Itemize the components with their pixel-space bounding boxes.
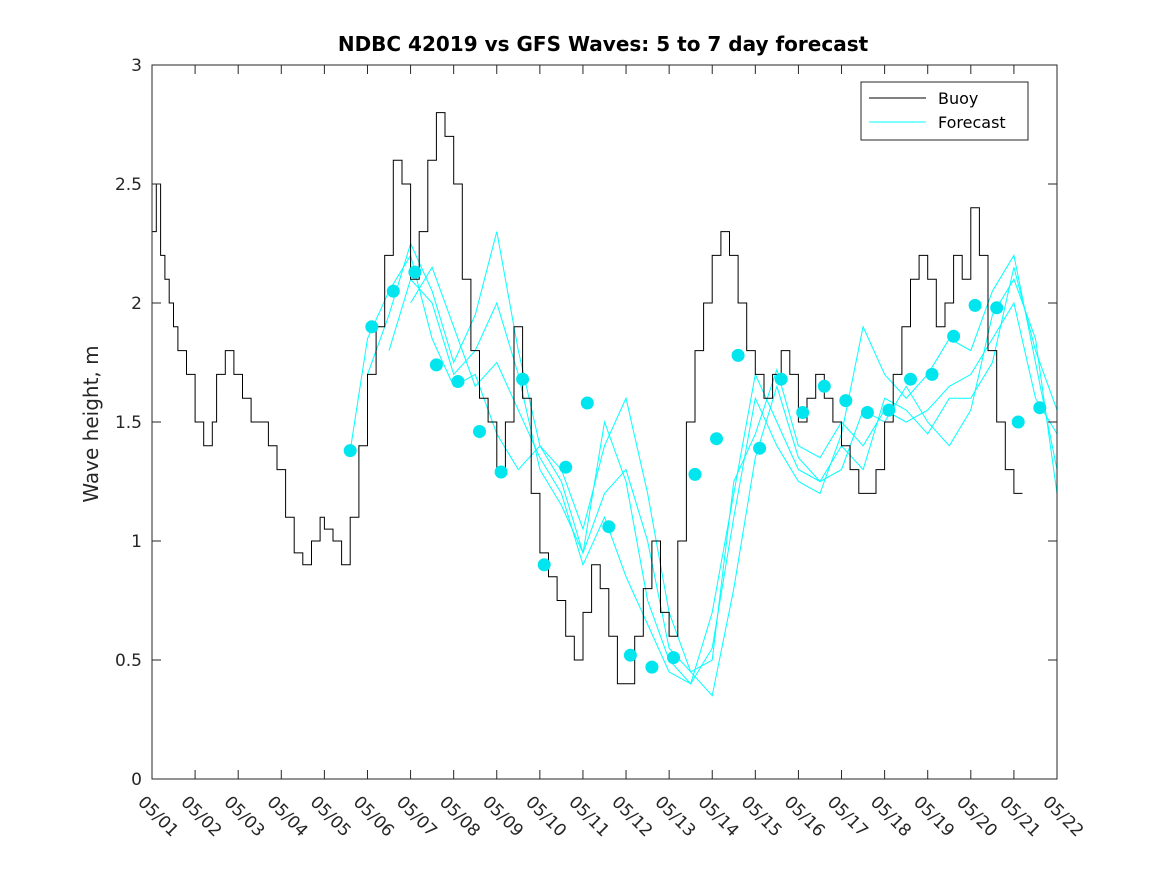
forecast-marker <box>494 465 508 479</box>
y-axis-label: Wave height, m <box>79 345 103 502</box>
forecast-marker <box>774 372 788 386</box>
forecast-marker <box>688 467 702 481</box>
forecast-marker <box>925 367 939 381</box>
plot-area <box>152 112 1058 697</box>
y-tick-label: 2.5 <box>115 175 142 195</box>
x-tick-label: 05/15 <box>737 792 786 841</box>
x-tick-label: 05/22 <box>1038 792 1087 841</box>
forecast-marker <box>839 394 853 408</box>
x-tick-label: 05/13 <box>651 792 700 841</box>
forecast-marker <box>860 406 874 419</box>
y-tick-label: 0 <box>131 770 142 790</box>
x-tick-label: 05/03 <box>220 792 269 841</box>
x-tick-label: 05/20 <box>952 792 1001 841</box>
x-tick-label: 05/07 <box>392 792 441 841</box>
chart-title: NDBC 42019 vs GFS Waves: 5 to 7 day fore… <box>338 32 869 56</box>
forecast-marker <box>580 396 594 410</box>
x-tick-label: 05/08 <box>435 792 484 841</box>
x-tick-label: 05/11 <box>564 792 613 841</box>
x-tick-label: 05/17 <box>823 792 872 841</box>
y-tick-label: 2 <box>131 294 142 314</box>
forecast-marker <box>602 520 616 534</box>
x-tick-label: 05/12 <box>608 792 657 841</box>
forecast-marker <box>1011 415 1025 429</box>
forecast-marker <box>667 651 680 665</box>
x-tick-label: 05/06 <box>349 792 398 841</box>
forecast-series-line-3 <box>388 254 1058 685</box>
buoy-series-line <box>152 112 1023 685</box>
forecast-marker <box>947 329 961 343</box>
forecast-marker <box>429 358 443 372</box>
forecast-marker <box>904 372 917 386</box>
forecast-marker <box>645 660 659 674</box>
x-tick-label: 05/01 <box>133 792 182 841</box>
forecast-marker <box>451 375 465 388</box>
x-tick-label: 05/18 <box>866 792 915 841</box>
forecast-marker <box>408 265 422 279</box>
forecast-marker <box>990 301 1004 315</box>
y-tick-label: 1.5 <box>115 413 142 433</box>
forecast-marker <box>559 460 573 474</box>
forecast-marker <box>516 372 530 386</box>
x-tick-label: 05/09 <box>478 792 527 841</box>
forecast-series-line-2 <box>367 231 1058 697</box>
y-tick-label: 1 <box>131 532 142 552</box>
forecast-marker <box>1033 401 1047 415</box>
legend: Buoy Forecast <box>860 81 1029 141</box>
forecast-marker <box>473 425 486 438</box>
x-tick-label: 05/21 <box>995 792 1044 841</box>
x-tick-label: 05/04 <box>263 792 312 841</box>
forecast-marker <box>710 432 723 446</box>
forecast-marker <box>817 379 831 393</box>
forecast-marker <box>882 403 896 417</box>
y-tick-label: 0.5 <box>115 651 142 671</box>
forecast-marker <box>343 444 357 458</box>
x-tick-label: 05/10 <box>521 792 570 841</box>
axes: 00.511.522.5305/0105/0205/0305/0405/0505… <box>115 56 1087 841</box>
x-tick-label: 05/16 <box>780 792 829 841</box>
legend-forecast-label: Forecast <box>938 113 1006 132</box>
x-tick-label: 05/05 <box>306 792 355 841</box>
forecast-marker <box>537 558 551 572</box>
x-tick-label: 05/14 <box>694 792 743 841</box>
forecast-marker <box>386 284 400 298</box>
forecast-marker <box>968 298 982 312</box>
forecast-marker <box>753 441 767 455</box>
forecast-marker <box>796 406 810 419</box>
x-tick-label: 05/02 <box>177 792 226 841</box>
forecast-marker <box>623 648 637 662</box>
forecast-marker <box>365 320 379 334</box>
legend-box <box>860 81 1029 141</box>
legend-buoy-label: Buoy <box>938 89 978 108</box>
y-tick-label: 3 <box>131 56 142 76</box>
forecast-marker <box>731 348 745 362</box>
forecast-series-line-4 <box>410 266 1058 685</box>
x-tick-label: 05/19 <box>909 792 958 841</box>
